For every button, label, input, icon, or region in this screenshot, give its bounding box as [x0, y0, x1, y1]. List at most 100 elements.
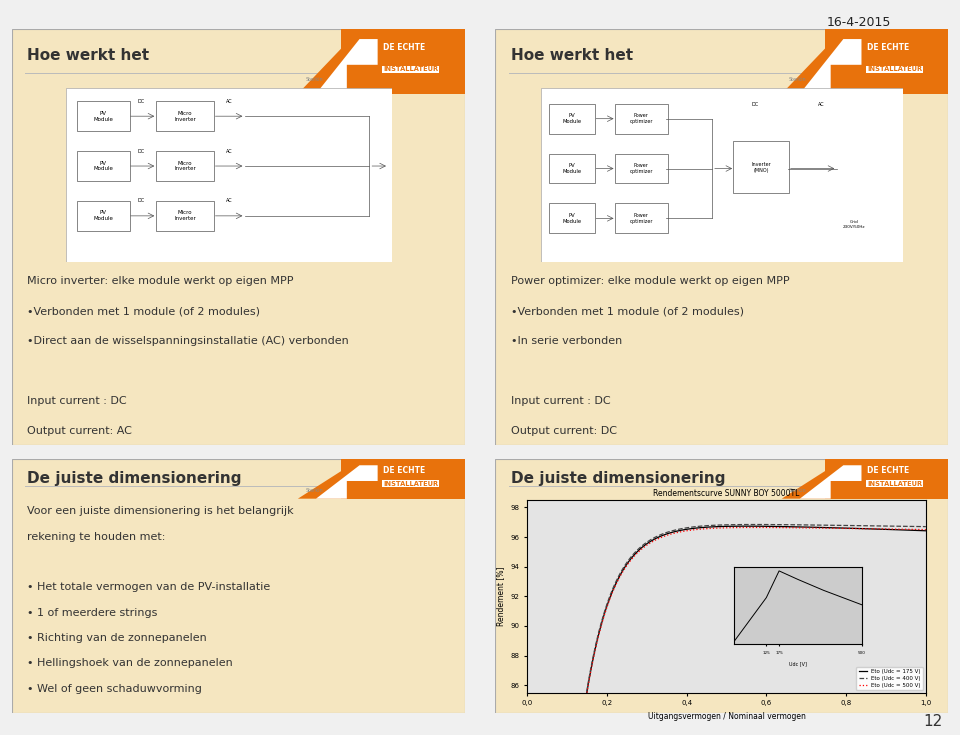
Polygon shape	[298, 29, 377, 94]
Polygon shape	[298, 459, 377, 498]
Line: Eto (Udc = 500 V): Eto (Udc = 500 V)	[527, 528, 925, 700]
Text: Power
optimizer: Power optimizer	[630, 213, 653, 223]
FancyBboxPatch shape	[549, 204, 595, 233]
Text: DC: DC	[752, 102, 758, 107]
Eto (Udc = 400 V)	[884, 522, 896, 531]
Text: Voor een juiste dimensionering is het belangrijk: Voor een juiste dimensionering is het be…	[28, 506, 294, 516]
Polygon shape	[826, 459, 948, 498]
Text: AC: AC	[226, 148, 232, 154]
Text: Input current : DC: Input current : DC	[28, 396, 127, 406]
Text: PV
Module: PV Module	[93, 210, 113, 221]
Eto (Udc = 400 V)	[920, 523, 931, 531]
Text: INSTALLATEUR: INSTALLATEUR	[867, 481, 922, 487]
Polygon shape	[316, 39, 377, 94]
Text: INSTALLATEUR: INSTALLATEUR	[867, 66, 922, 72]
Text: Power optimizer: elke module werkt op eigen MPP: Power optimizer: elke module werkt op ei…	[512, 276, 790, 287]
Text: DC: DC	[137, 148, 145, 154]
Text: Input current : DC: Input current : DC	[512, 396, 611, 406]
Eto (Udc = 175 V)	[884, 525, 896, 534]
FancyBboxPatch shape	[733, 141, 789, 193]
Eto (Udc = 400 V)	[758, 520, 770, 529]
Polygon shape	[342, 29, 465, 94]
Text: Output current: AC: Output current: AC	[28, 426, 132, 436]
Text: Power
optimizer: Power optimizer	[630, 113, 653, 124]
Text: DC: DC	[137, 98, 145, 104]
FancyBboxPatch shape	[549, 104, 595, 134]
Eto (Udc = 400 V)	[522, 695, 534, 704]
Text: •Direct aan de wisselspanningsinstallatie (AC) verbonden: •Direct aan de wisselspanningsinstallati…	[28, 337, 349, 346]
Eto (Udc = 175 V)	[758, 522, 770, 531]
Eto (Udc = 175 V)	[767, 522, 779, 531]
Line: Eto (Udc = 400 V): Eto (Udc = 400 V)	[527, 525, 925, 700]
Eto (Udc = 500 V)	[858, 524, 870, 533]
Text: INSTALLATEUR: INSTALLATEUR	[383, 66, 438, 72]
Text: •In serie verbonden: •In serie verbonden	[512, 337, 622, 346]
Eto (Udc = 500 V)	[758, 523, 770, 532]
Polygon shape	[800, 465, 861, 498]
FancyBboxPatch shape	[12, 459, 465, 713]
FancyBboxPatch shape	[549, 154, 595, 184]
FancyBboxPatch shape	[156, 101, 214, 131]
Eto (Udc = 175 V)	[521, 695, 533, 704]
Text: PV
Module: PV Module	[563, 213, 582, 223]
Eto (Udc = 175 V)	[740, 522, 752, 531]
Polygon shape	[316, 465, 377, 498]
Text: De juiste dimensionering: De juiste dimensionering	[512, 471, 726, 486]
Text: PV
Module: PV Module	[563, 163, 582, 174]
FancyBboxPatch shape	[540, 87, 903, 262]
Text: • Richting van de zonnepanelen: • Richting van de zonnepanelen	[28, 633, 207, 643]
Text: AC: AC	[226, 98, 232, 104]
Text: Power
optimizer: Power optimizer	[630, 163, 653, 174]
Text: 12: 12	[924, 714, 943, 729]
Text: • 1 of meerdere strings: • 1 of meerdere strings	[28, 608, 157, 617]
Text: Hoe werkt het: Hoe werkt het	[512, 48, 634, 63]
FancyBboxPatch shape	[614, 204, 667, 233]
Eto (Udc = 175 V)	[760, 522, 772, 531]
FancyBboxPatch shape	[495, 29, 948, 445]
Text: DE ECHTE: DE ECHTE	[867, 466, 909, 475]
Eto (Udc = 500 V)	[750, 523, 761, 532]
Y-axis label: Rendement [%]: Rendement [%]	[496, 567, 505, 626]
Title: Rendementscurve SUNNY BOY 5000TL: Rendementscurve SUNNY BOY 5000TL	[653, 489, 800, 498]
Eto (Udc = 500 V)	[522, 695, 534, 704]
FancyBboxPatch shape	[12, 29, 465, 445]
Text: Sterkin: Sterkin	[789, 487, 806, 492]
Text: 16-4-2015: 16-4-2015	[827, 16, 892, 29]
Text: • Hellingshoek van de zonnepanelen: • Hellingshoek van de zonnepanelen	[28, 659, 233, 668]
Eto (Udc = 500 V)	[884, 525, 896, 534]
Text: Sterkin: Sterkin	[789, 77, 806, 82]
FancyBboxPatch shape	[156, 201, 214, 231]
Text: rekening te houden met:: rekening te houden met:	[28, 531, 166, 542]
Legend: Eto (Udc = 175 V), Eto (Udc = 400 V), Eto (Udc = 500 V): Eto (Udc = 175 V), Eto (Udc = 400 V), Et…	[856, 667, 924, 690]
X-axis label: Uitgangsvermogen / Nominaal vermogen: Uitgangsvermogen / Nominaal vermogen	[647, 712, 805, 721]
Text: Micro
Inverter: Micro Inverter	[174, 111, 196, 121]
Polygon shape	[800, 39, 861, 94]
FancyBboxPatch shape	[614, 154, 667, 184]
FancyBboxPatch shape	[78, 201, 130, 231]
Text: Grid
230V/50Hz: Grid 230V/50Hz	[843, 220, 865, 229]
Polygon shape	[826, 29, 948, 94]
Eto (Udc = 500 V)	[767, 523, 779, 532]
Text: DE ECHTE: DE ECHTE	[383, 466, 425, 475]
FancyBboxPatch shape	[495, 459, 948, 713]
Text: •Verbonden met 1 module (of 2 modules): •Verbonden met 1 module (of 2 modules)	[28, 306, 260, 316]
Text: •Verbonden met 1 module (of 2 modules): •Verbonden met 1 module (of 2 modules)	[512, 306, 744, 316]
Text: Sterkin: Sterkin	[305, 77, 323, 82]
Text: Micro
Inverter: Micro Inverter	[174, 210, 196, 221]
Text: Sterkin: Sterkin	[305, 487, 323, 492]
Text: DC: DC	[137, 198, 145, 204]
Line: Eto (Udc = 175 V): Eto (Udc = 175 V)	[527, 526, 925, 700]
Eto (Udc = 175 V)	[920, 526, 931, 535]
FancyBboxPatch shape	[156, 151, 214, 181]
Text: • Wel of geen schaduwvorming: • Wel of geen schaduwvorming	[28, 684, 203, 694]
Text: Hoe werkt het: Hoe werkt het	[28, 48, 150, 63]
Eto (Udc = 500 V)	[521, 695, 533, 704]
Text: AC: AC	[818, 102, 824, 107]
Text: PV
Module: PV Module	[563, 113, 582, 124]
FancyBboxPatch shape	[78, 101, 130, 131]
FancyBboxPatch shape	[66, 87, 392, 262]
FancyBboxPatch shape	[614, 104, 667, 134]
Eto (Udc = 400 V)	[750, 520, 761, 529]
Text: De juiste dimensionering: De juiste dimensionering	[28, 471, 242, 486]
Eto (Udc = 175 V)	[858, 524, 870, 533]
